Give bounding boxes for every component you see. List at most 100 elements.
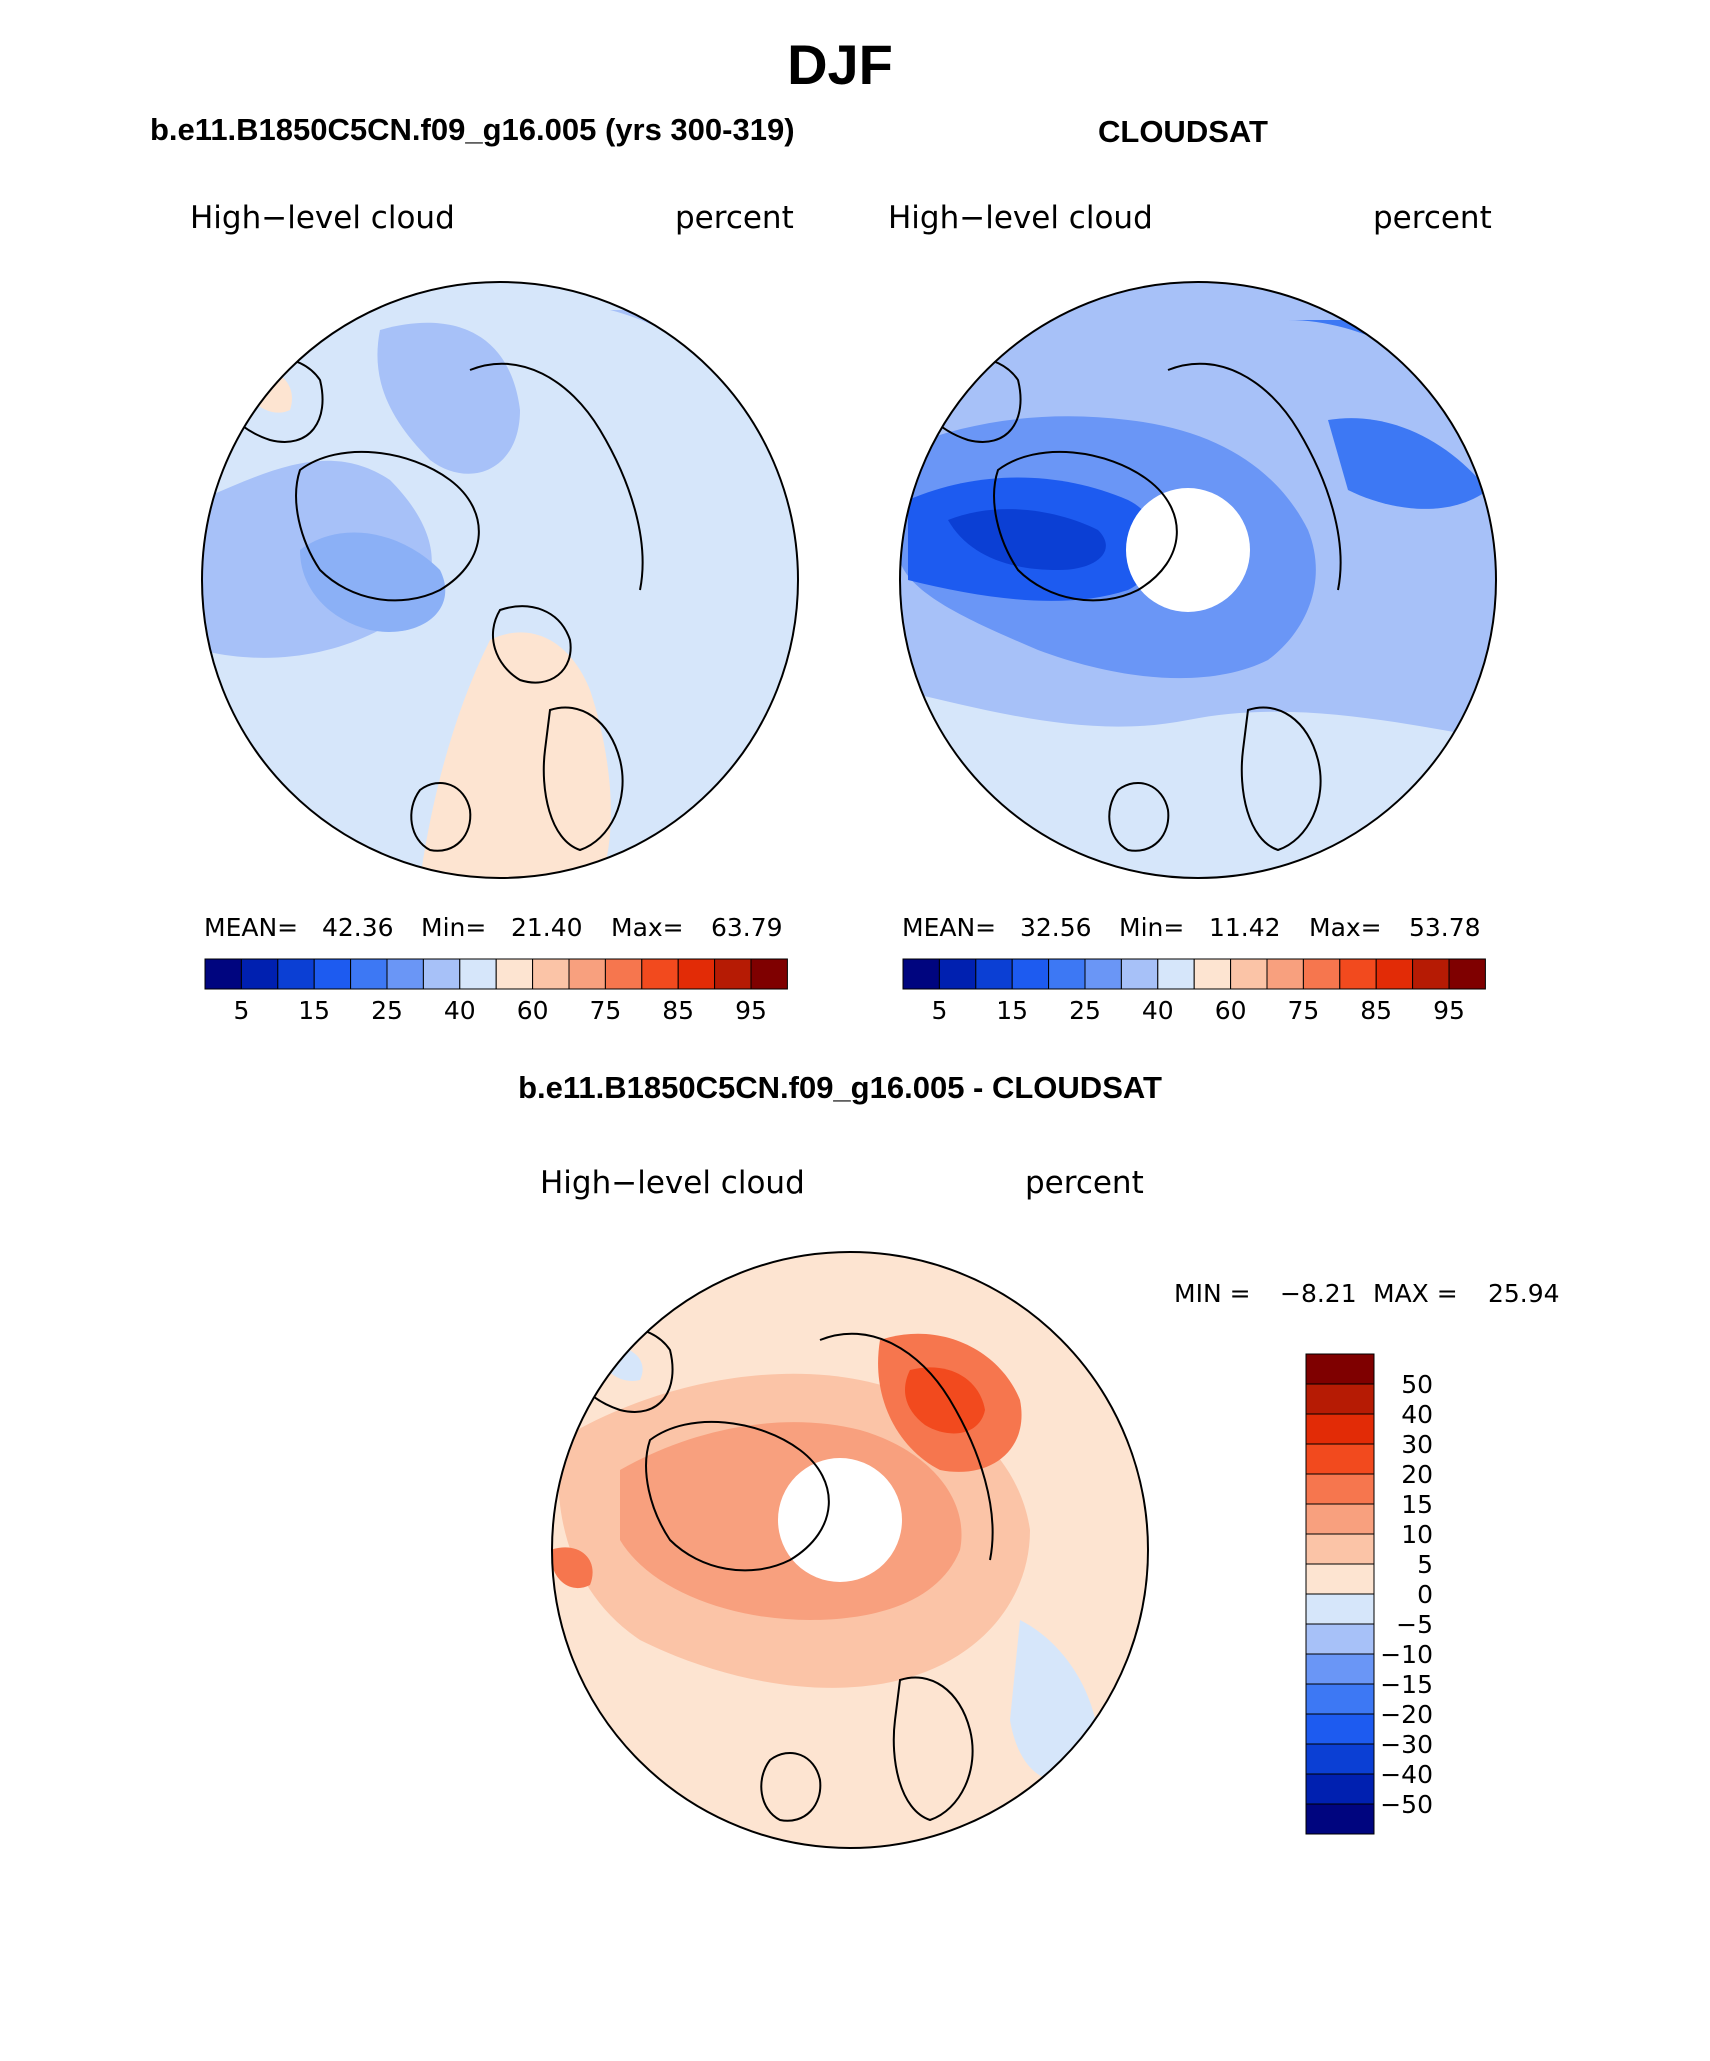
map-a-uk-coastline xyxy=(410,781,472,852)
panel-c-colorbar-box xyxy=(1305,1473,1375,1505)
panel-a-colorbar-box xyxy=(532,958,570,990)
map-b-atlantic-field xyxy=(900,690,1496,878)
panel-c-colorbar-tick-label: −40 xyxy=(1380,1760,1433,1789)
map-c-uk-coastline xyxy=(760,1751,822,1822)
panel-c-subtitle: b.e11.B1850C5CN.f09_g16.005 - CLOUDSAT xyxy=(518,1070,1162,1105)
panel-b-colorbar-box xyxy=(1193,958,1232,990)
panel-b-max-label: Max= xyxy=(1309,913,1382,942)
panel-b-colorbar-box xyxy=(938,958,977,990)
map-b-uk-coastline xyxy=(1108,781,1170,852)
map-a-greenland-coastline xyxy=(491,605,572,684)
panel-a-colorbar-box xyxy=(714,958,752,990)
panel-a-colorbar-box xyxy=(495,958,534,990)
panel-b-colorbar-box xyxy=(1084,958,1122,990)
panel-b-variable-label: High−level cloud xyxy=(888,200,1153,236)
map-b-pole-hole xyxy=(1126,488,1250,612)
panel-b-colorbar-tick-label: 25 xyxy=(1069,996,1101,1025)
panel-b-colorbar-box xyxy=(902,958,940,990)
panel-b-mean-value: 32.56 xyxy=(1020,913,1092,942)
map-c-canada-peak-field xyxy=(552,1547,593,1589)
panel-c-colorbar-tick-label: 20 xyxy=(1401,1460,1433,1489)
panel-a-colorbar-box xyxy=(677,958,716,990)
map-a-scandinavia-coastline xyxy=(542,706,624,852)
panel-b-colorbar-box xyxy=(1011,958,1050,990)
panel-b-colorbar-tick-label: 15 xyxy=(996,996,1028,1025)
panel-b-colorbar-box xyxy=(1302,958,1341,990)
panel-a-colorbar-box xyxy=(641,958,679,990)
map-c-negative-field xyxy=(1010,1620,1100,1781)
panel-c-colorbar-tick-label: −20 xyxy=(1380,1700,1433,1729)
map-a-border xyxy=(201,281,799,879)
panel-c-colorbar-box xyxy=(1305,1383,1375,1415)
panel-b-colorbar: 5 15 25 40 60 75 85 95 xyxy=(902,958,1486,1025)
panel-b-colorbar-tick-label: 85 xyxy=(1360,996,1392,1025)
panel-a-colorbar-tick-label: 25 xyxy=(371,996,403,1025)
panel-c-colorbar-box xyxy=(1305,1773,1375,1805)
panel-c-colorbar-tick-label: −10 xyxy=(1380,1640,1433,1669)
map-c-pole-hole xyxy=(778,1458,902,1582)
panel-c-colorbar-tick-label: −5 xyxy=(1396,1610,1433,1639)
map-b-scandinavia-coastline xyxy=(1240,706,1322,852)
panel-c-colorbar-box xyxy=(1305,1413,1375,1445)
map-a-siberia-high-cloud xyxy=(750,330,798,420)
panel-a-max-label: Max= xyxy=(611,913,684,942)
panel-c-units-label: percent xyxy=(1025,1165,1144,1201)
panel-c-colorbar-tick-label: 50 xyxy=(1401,1370,1433,1399)
map-c-scandinavia-coastline xyxy=(892,1676,974,1822)
panel-a-colorbar-box xyxy=(750,958,788,990)
panel-a-colorbar-tick-label: 75 xyxy=(589,996,621,1025)
panel-b-colorbar-box xyxy=(1339,958,1377,990)
panel-b-mean-label: MEAN= xyxy=(902,913,997,942)
panel-c-colorbar-box xyxy=(1305,1533,1375,1565)
panel-b-subtitle: CLOUDSAT xyxy=(1098,114,1268,149)
map-a-canada-coastline xyxy=(295,450,480,602)
panel-c-variable-label: High−level cloud xyxy=(540,1165,805,1201)
panel-c-colorbar-box xyxy=(1305,1653,1375,1685)
panel-b-colorbar-box xyxy=(1412,958,1450,990)
panel-c-colorbar-tick-label: 30 xyxy=(1401,1430,1433,1459)
panel-b-units-label: percent xyxy=(1373,200,1492,236)
panel-a-colorbar-box xyxy=(568,958,606,990)
map-c-border xyxy=(551,1251,1149,1849)
panel-b-colorbar-tick-label: 5 xyxy=(931,996,947,1025)
panel-b-colorbar-box xyxy=(1375,958,1414,990)
panel-a-colorbar-tick-label: 95 xyxy=(735,996,767,1025)
panel-c-colorbar-box xyxy=(1305,1803,1375,1835)
map-a-siberia-coastline xyxy=(469,362,644,591)
panel-a-min-label: Min= xyxy=(421,913,487,942)
panel-c-colorbar-box xyxy=(1305,1593,1375,1625)
panel-c-colorbar-tick-label: 10 xyxy=(1401,1520,1433,1549)
panel-b-min-value: 11.42 xyxy=(1209,913,1281,942)
panel-a-min-value: 21.40 xyxy=(511,913,583,942)
panel-c-min-value: −8.21 xyxy=(1280,1279,1357,1308)
panel-c-colorbar-box xyxy=(1305,1443,1375,1475)
panel-a-colorbar-box xyxy=(459,958,497,990)
panel-b-colorbar-box xyxy=(1120,958,1159,990)
panel-a-colorbar-tick-label: 40 xyxy=(444,996,476,1025)
panel-b-colorbar-box xyxy=(1230,958,1268,990)
panel-c-colorbar-tick-label: 15 xyxy=(1401,1490,1433,1519)
map-b-pacific-band xyxy=(1328,418,1488,509)
panel-a-colorbar-box xyxy=(422,958,461,990)
map-b xyxy=(899,281,1497,879)
panel-a-colorbar-box xyxy=(604,958,643,990)
panel-c-max-label: MAX = xyxy=(1373,1279,1458,1308)
panel-a-colorbar-tick-label: 85 xyxy=(662,996,694,1025)
panel-b-max-value: 53.78 xyxy=(1409,913,1481,942)
panel-c-colorbar-box xyxy=(1305,1743,1375,1775)
panel-c-colorbar-tick-label: −15 xyxy=(1380,1670,1433,1699)
map-b-canada-coastline xyxy=(993,450,1178,602)
map-c-canada-coastline xyxy=(645,1420,830,1572)
panel-c-colorbar-box xyxy=(1305,1353,1375,1385)
panel-a-colorbar-box xyxy=(204,958,242,990)
panel-a-colorbar-box xyxy=(386,958,424,990)
panel-a-max-value: 63.79 xyxy=(711,913,783,942)
panel-a-colorbar-box xyxy=(277,958,315,990)
panel-c-colorbar-box xyxy=(1305,1713,1375,1745)
panel-c-colorbar-box xyxy=(1305,1563,1375,1595)
panel-a-units-label: percent xyxy=(675,200,794,236)
panel-c-colorbar-box xyxy=(1305,1623,1375,1655)
panel-a-variable-label: High−level cloud xyxy=(190,200,455,236)
map-a xyxy=(201,281,799,879)
